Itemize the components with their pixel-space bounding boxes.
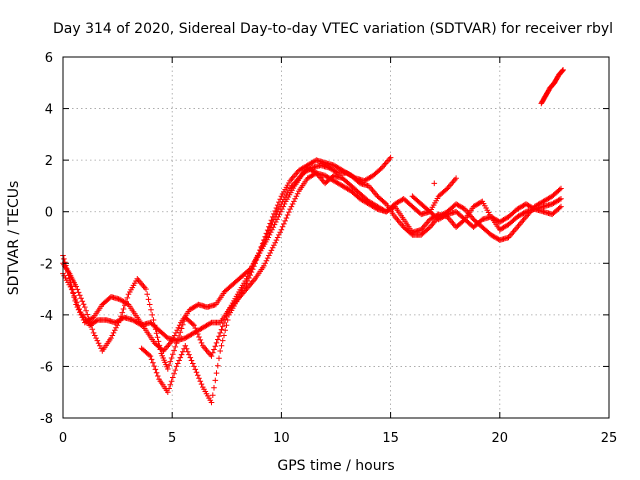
y-tick-label: -2 xyxy=(40,257,53,272)
series-track-6 xyxy=(538,67,566,107)
data-point-marks xyxy=(60,165,459,372)
y-tick-label: 4 xyxy=(45,103,53,118)
y-tick-label: -4 xyxy=(40,309,53,324)
y-tick-label: 6 xyxy=(45,51,53,66)
x-tick-label: 10 xyxy=(273,431,290,446)
y-axis-label: SDTVAR / TECUs xyxy=(6,181,22,296)
y-tick-label: 0 xyxy=(45,206,53,221)
x-tick-label: 25 xyxy=(601,431,618,446)
series-track-2 xyxy=(60,165,459,372)
axis-ticks: 0 5 10 15 20 25 -8 -6 -4 -2 0 2 4 6 xyxy=(40,51,617,446)
x-tick-label: 0 xyxy=(59,431,67,446)
series-track-5 xyxy=(409,193,564,230)
y-tick-label: -8 xyxy=(40,412,53,427)
x-tick-label: 5 xyxy=(168,431,176,446)
x-tick-label: 20 xyxy=(492,431,509,446)
x-axis-label: GPS time / hours xyxy=(277,458,394,474)
data-point xyxy=(431,180,438,187)
plot-frame xyxy=(62,56,610,419)
grid xyxy=(63,57,609,418)
y-tick-label: -6 xyxy=(40,360,53,375)
series-track-4 xyxy=(138,157,564,406)
data-point-marks xyxy=(409,193,564,230)
chart-title: Day 314 of 2020, Sidereal Day-to-day VTE… xyxy=(53,21,613,37)
x-tick-label: 15 xyxy=(382,431,399,446)
data-points xyxy=(60,67,566,406)
y-tick-label: 2 xyxy=(45,154,53,169)
data-point-marks xyxy=(538,67,566,107)
data-point-marks xyxy=(138,157,564,406)
